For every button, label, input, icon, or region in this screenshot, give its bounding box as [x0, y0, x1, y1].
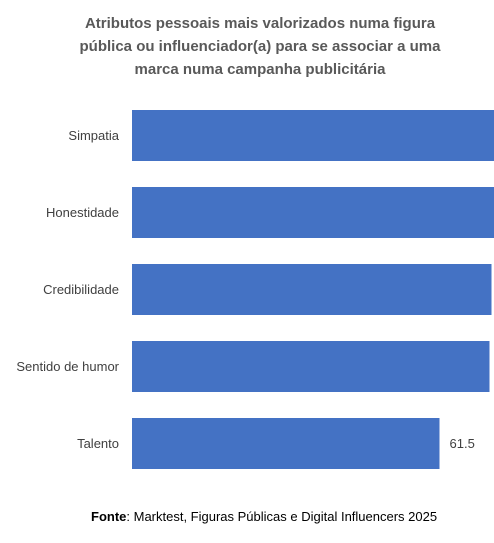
bar-sentido-de-humor: [132, 341, 490, 392]
source-note: Fonte: Marktest, Figuras Públicas e Digi…: [91, 509, 437, 524]
bar-honestidade: [132, 187, 494, 238]
category-label: Credibilidade: [43, 282, 119, 297]
category-label: Simpatia: [68, 128, 119, 143]
chart-title-line-2: pública ou influenciador(a) para se asso…: [79, 38, 441, 55]
source-text: : Marktest, Figuras Públicas e Digital I…: [126, 509, 438, 524]
source-label: Fonte: [91, 509, 127, 524]
chart-title-line-1: Atributos pessoais mais valorizados numa…: [84, 15, 436, 32]
bar-simpatia: [132, 110, 494, 161]
data-label: 61.5: [450, 436, 475, 451]
chart-title-line-3: marca numa campanha publicitária: [134, 61, 386, 78]
chart-title: Atributos pessoais mais valorizados numa…: [60, 12, 460, 81]
category-label: Talento: [77, 436, 119, 451]
category-label: Honestidade: [46, 205, 119, 220]
bar-credibilidade: [132, 264, 492, 315]
bar-talento: [132, 418, 440, 469]
category-label: Sentido de humor: [16, 359, 119, 374]
